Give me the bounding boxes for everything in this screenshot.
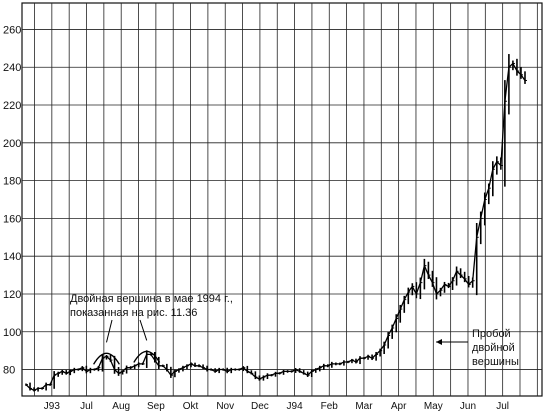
x-tick-label: Sep: [147, 401, 165, 412]
breakout-label: двойной: [472, 342, 515, 354]
y-tick-label: 140: [3, 251, 21, 263]
chart-text: J93 Jul Aug Sep Okt Nov Dec J94 Feb Mar Apr May Jun J…: [3, 24, 519, 412]
double-top-label-line1: Двойная вершина в мае 1994 г.,: [70, 293, 233, 305]
breakout-label: вершины: [472, 356, 519, 368]
y-tick-label: 100: [3, 327, 21, 339]
x-tick-label: Feb: [321, 401, 339, 412]
y-tick-label: 260: [3, 24, 21, 36]
x-tick-label: May: [424, 401, 443, 412]
x-tick-label: Dec: [251, 401, 269, 412]
double-top-label-line2: показанная на рис. 11.36: [70, 307, 197, 319]
x-tick-label: Jul: [496, 401, 509, 412]
x-tick-label: Jun: [460, 401, 476, 412]
y-tick-label: 120: [3, 289, 21, 301]
x-tick-label: Jul: [80, 401, 93, 412]
x-tick-label: Mar: [355, 401, 373, 412]
y-tick-label: 180: [3, 176, 21, 188]
double-top-arcs: [93, 350, 161, 365]
x-tick-label: Nov: [216, 401, 234, 412]
double-top-arc: [133, 350, 161, 363]
y-tick-label: 200: [3, 138, 21, 150]
plot-frame: [21, 2, 543, 397]
x-tick-label: J93: [44, 401, 61, 412]
y-tick-label: 240: [3, 62, 21, 74]
x-tick-label: J94: [287, 401, 304, 412]
double-top-pointer: [105, 319, 113, 343]
y-tick-label: 160: [3, 213, 21, 225]
y-tick-label: 80: [3, 365, 15, 377]
x-tick-label: Okt: [183, 401, 199, 412]
breakout-label: Пробой: [472, 328, 511, 340]
x-tick-label: Aug: [112, 401, 130, 412]
price-line: [25, 62, 526, 392]
breakout-arrow-head: [436, 339, 442, 345]
grid-layer: [21, 2, 543, 397]
price-bars: [25, 54, 527, 392]
double-top-arc: [93, 352, 120, 365]
x-tick-label: Apr: [391, 401, 407, 412]
y-tick-label: 220: [3, 100, 21, 112]
double-top-pointer: [139, 319, 148, 341]
